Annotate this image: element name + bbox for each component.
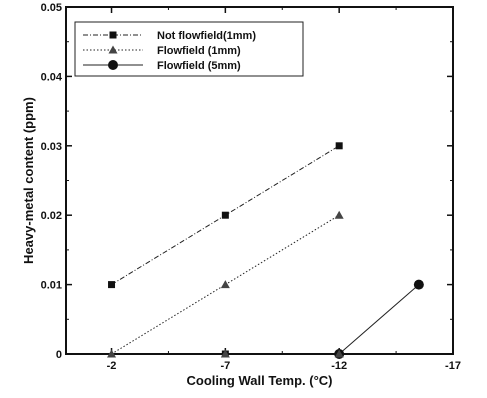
data-point [107, 349, 117, 358]
x-tick-label: -7 [220, 360, 230, 372]
legend-label: Flowfield (5mm) [157, 60, 241, 72]
legend-label: Flowfield (1mm) [157, 45, 241, 57]
y-tick-label: 0.01 [41, 280, 62, 292]
baseline-marker [220, 349, 230, 358]
series-line [338, 284, 420, 355]
x-tick-label: -17 [445, 360, 461, 372]
y-tick-label: 0.04 [41, 71, 63, 83]
x-tick-label: -2 [107, 360, 117, 372]
y-tick-label: 0.05 [41, 2, 62, 14]
series-3 [334, 279, 424, 359]
data-point [108, 281, 116, 289]
data-point [221, 211, 229, 219]
axis-titles: Cooling Wall Temp. (°C) Heavy-metal cont… [21, 97, 333, 388]
y-tick-label: 0.03 [41, 141, 62, 153]
plot-area: 0 0.01 0.02 0.03 0.04 0.05 -2 -7 -12 -17 [41, 2, 461, 372]
baseline-marker [334, 349, 344, 358]
y-tick-label: 0.02 [41, 210, 62, 222]
data-point [220, 280, 230, 289]
legend-marker [109, 31, 117, 39]
x-tick-label: -12 [331, 360, 347, 372]
series-1 [108, 142, 343, 289]
legend-marker [108, 45, 118, 54]
legend-marker [108, 60, 118, 70]
data-point [413, 279, 424, 290]
legend: Not flowfield(1mm) Flowfield (1mm) Flowfie… [74, 21, 304, 77]
y-tick-label: 0 [56, 349, 62, 361]
data-point [334, 210, 344, 219]
series-2 [107, 210, 344, 358]
y-axis-title: Heavy-metal content (ppm) [21, 97, 36, 264]
legend-label: Not flowfield(1mm) [157, 30, 256, 42]
data-point [335, 142, 343, 150]
x-axis-title: Cooling Wall Temp. (°C) [186, 373, 332, 388]
series-layer [107, 142, 424, 359]
